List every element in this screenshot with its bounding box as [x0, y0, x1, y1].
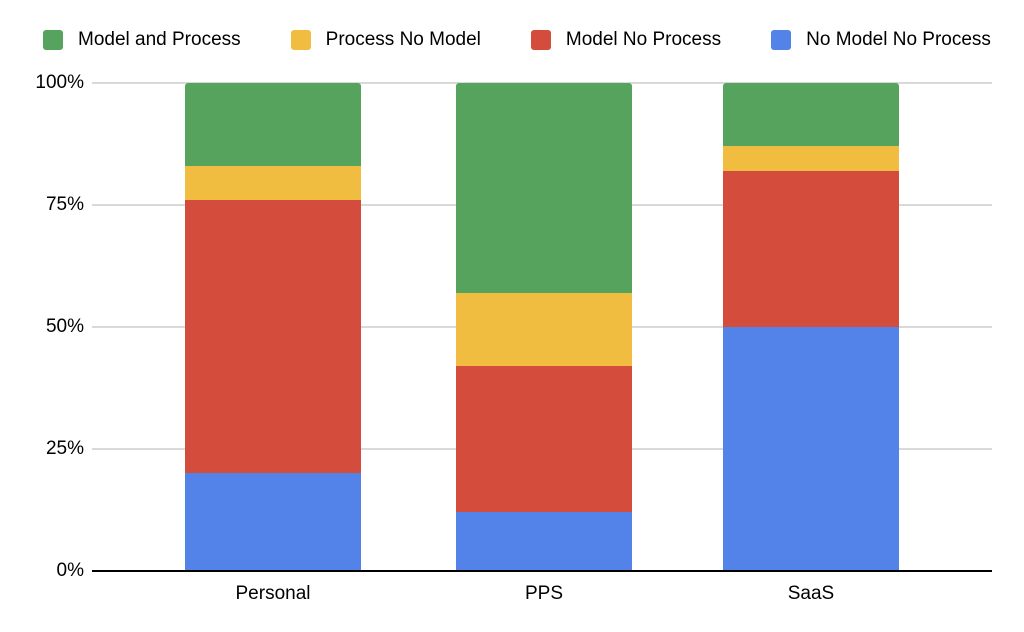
bar-personal: [185, 83, 361, 571]
x-axis-label: Personal: [235, 583, 311, 604]
bar-segment: [456, 366, 632, 513]
chart-legend: Model and Process Process No Model Model N…: [43, 29, 991, 51]
bar-segment: [723, 326, 899, 571]
bar-segment: [456, 292, 632, 367]
bar-pps: [456, 83, 632, 571]
legend-swatch-icon: [771, 30, 792, 50]
x-axis-label: SaaS: [787, 583, 835, 604]
bar-saas: [723, 83, 899, 571]
bar-segment: [723, 146, 899, 171]
bar-segment: [456, 512, 632, 571]
plot-area: [92, 82, 992, 572]
y-tick-label: 0%: [56, 560, 84, 581]
legend-item-no-model-no-process: No Model No Process: [771, 29, 991, 51]
legend-swatch-icon: [530, 30, 551, 50]
legend-swatch-icon: [43, 30, 63, 50]
bar-segment: [456, 83, 632, 293]
y-tick-label: 100%: [35, 72, 84, 93]
bar-segment: [185, 165, 361, 201]
bar-segment: [185, 473, 361, 571]
bar-segment: [185, 83, 361, 166]
legend-item-model-no-process: Model No Process: [530, 29, 722, 51]
bar-segment: [185, 200, 361, 474]
x-axis-label: PPS: [524, 583, 564, 604]
legend-item-process-no-model: Process No Model: [290, 29, 481, 51]
x-axis-line: [92, 570, 992, 572]
bar-segment: [723, 170, 899, 327]
y-tick-label: 25%: [45, 438, 84, 459]
legend-label: No Model No Process: [806, 29, 991, 50]
legend-label: Model and Process: [78, 29, 241, 50]
legend-label: Model No Process: [565, 29, 722, 50]
y-tick-label: 75%: [45, 194, 84, 215]
legend-label: Process No Model: [325, 29, 481, 50]
legend-swatch-icon: [290, 30, 311, 50]
y-tick-label: 50%: [45, 316, 84, 337]
legend-item-model-and-process: Model and Process: [43, 29, 241, 51]
bar-segment: [723, 83, 899, 147]
